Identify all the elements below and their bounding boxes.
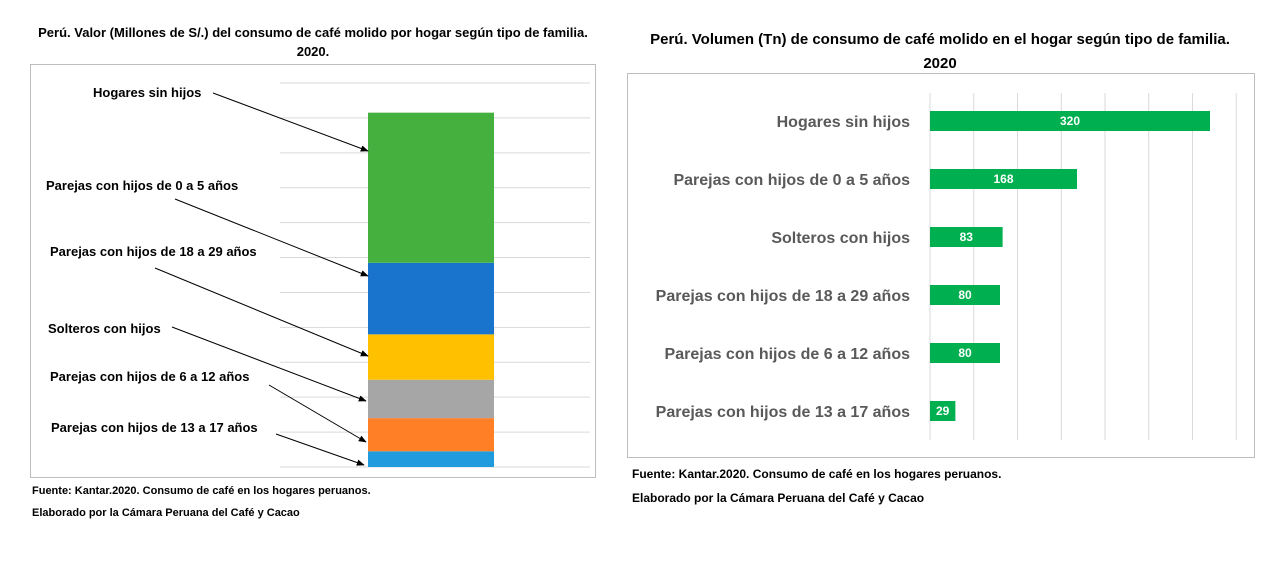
chart1-category-label: Parejas con hijos de 6 a 12 años xyxy=(50,369,249,384)
chart2-data-label: 80 xyxy=(958,288,972,302)
chart1-category-label: Parejas con hijos de 18 a 29 años xyxy=(50,244,257,259)
chart1-bar-segment xyxy=(368,334,494,380)
chart1-category-label: Hogares sin hijos xyxy=(93,85,201,100)
chart2-category-label: Solteros con hijos xyxy=(771,230,910,247)
chart2-data-label: 80 xyxy=(958,346,972,360)
chart1-callout-arrow xyxy=(154,267,369,357)
chart2-data-label: 83 xyxy=(960,230,974,244)
chart1-bar-segment xyxy=(368,262,494,335)
chart1-callout-arrow xyxy=(268,384,367,443)
chart2-category-label: Parejas con hijos de 0 a 5 años xyxy=(673,172,910,189)
chart1-callout-arrow xyxy=(174,198,369,277)
chart1-category-label: Solteros con hijos xyxy=(48,321,161,336)
chart1-bar-segment xyxy=(368,418,494,452)
chart1-callout-arrow xyxy=(212,92,369,152)
chart2-source: Fuente: Kantar.2020. Consumo de café en … xyxy=(632,467,1002,481)
chart2-data-label: 29 xyxy=(936,404,950,418)
chart1-callout-arrow xyxy=(171,326,367,402)
chart2-credit: Elaborado por la Cámara Peruana del Café… xyxy=(632,491,925,505)
chart2-category-label: Parejas con hijos de 13 a 17 años xyxy=(656,404,910,421)
chart2-bar xyxy=(930,285,1000,305)
chart2-title: Perú. Volumen (Tn) de consumo de café mo… xyxy=(650,31,1230,72)
chart2-data-label: 320 xyxy=(1060,114,1080,128)
chart1-category-label: Parejas con hijos de 0 a 5 años xyxy=(46,178,238,193)
chart2-category-label: Hogares sin hijos xyxy=(777,114,910,131)
chart2-data-label: 168 xyxy=(993,172,1013,186)
chart1-bar-segment xyxy=(368,379,494,419)
chart2-bar xyxy=(930,169,1077,189)
chart2-category-label: Parejas con hijos de 18 a 29 años xyxy=(656,288,910,305)
chart2-category-label: Parejas con hijos de 6 a 12 años xyxy=(665,346,911,363)
chart1-title: Perú. Valor (Millones de S/.) del consum… xyxy=(38,25,588,59)
chart2-bar xyxy=(930,401,956,421)
chart2-bar xyxy=(930,227,1003,247)
chart1-callout-arrow xyxy=(275,433,365,466)
chart1-credit: Elaborado por la Cámara Peruana del Café… xyxy=(32,507,300,519)
chart1-frame xyxy=(30,64,596,478)
chart1-bar-segment xyxy=(368,451,494,467)
chart2-frame xyxy=(627,73,1255,458)
chart2-bar xyxy=(930,111,1210,131)
chart2-bar xyxy=(930,343,1000,363)
chart1-bar-segment xyxy=(368,112,494,263)
chart1-source: Fuente: Kantar.2020. Consumo de café en … xyxy=(32,485,371,497)
chart1-category-label: Parejas con hijos de 13 a 17 años xyxy=(51,420,258,435)
